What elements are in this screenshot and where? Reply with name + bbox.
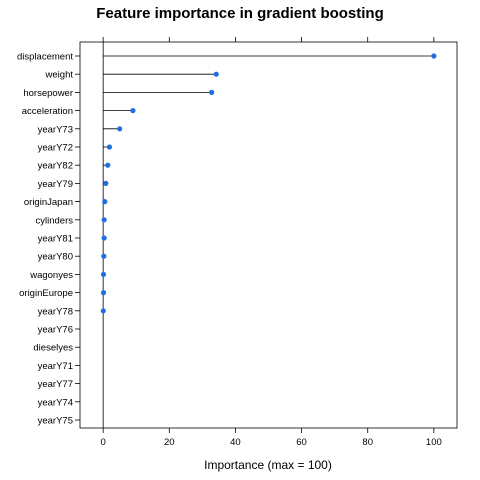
x-tick-label-100: 100 [426,437,442,448]
dot-yearY81 [101,235,107,241]
chart-title: Feature importance in gradient boosting [96,5,384,22]
category-label-originEurope: originEurope [19,288,73,299]
x-axis-label: Importance (max = 100) [204,458,332,472]
category-label-yearY79: yearY79 [38,179,73,190]
dot-yearY79 [103,180,109,186]
category-label-yearY73: yearY73 [38,124,73,135]
dot-yearY80 [101,253,107,259]
category-label-yearY72: yearY72 [38,143,73,154]
category-label-originJapan: originJapan [24,197,73,208]
category-label-wagonyes: wagonyes [29,270,73,281]
category-label-yearY82: yearY82 [38,161,73,172]
x-ticks: 0 20 40 60 80 100 [75,37,442,448]
category-label-weight: weight [45,70,74,81]
dot-yearY72 [106,144,113,150]
dot-cylinders [101,217,107,223]
dot-weight [213,71,219,77]
category-label-yearY78: yearY78 [38,306,73,317]
dot-originEurope [100,290,107,296]
category-label-yearY76: yearY76 [38,325,73,336]
category-label-yearY71: yearY71 [38,361,73,372]
plot-frame [79,41,458,429]
dot-yearY82 [105,162,111,168]
x-tick-label-40: 40 [230,437,241,448]
x-tick-label-80: 80 [362,437,373,448]
x-tick-label-20: 20 [164,437,175,448]
dot-yearY78 [100,308,106,314]
dot-displacement [431,53,437,59]
category-label-yearY75: yearY75 [38,416,73,427]
category-label-yearY80: yearY80 [38,252,73,263]
dot-acceleration [130,108,136,114]
dot-yearY73 [117,126,123,132]
chart-marks [100,42,437,428]
category-label-horsepower: horsepower [23,88,73,99]
x-tick-label-0: 0 [101,437,106,448]
category-label-yearY74: yearY74 [38,397,73,408]
x-tick-label-60: 60 [296,437,307,448]
dot-horsepower [209,89,215,95]
dot-originJapan [102,199,108,205]
category-label-yearY81: yearY81 [38,234,73,245]
category-label-dieselyes: dieselyes [33,343,73,354]
dot-wagonyes [100,271,107,277]
category-label-cylinders: cylinders [36,215,74,226]
category-labels: displacement weight horsepower acceleration… [17,52,73,427]
category-label-yearY77: yearY77 [38,379,73,390]
category-label-displacement: displacement [17,52,73,63]
category-label-acceleration: acceleration [22,106,73,117]
